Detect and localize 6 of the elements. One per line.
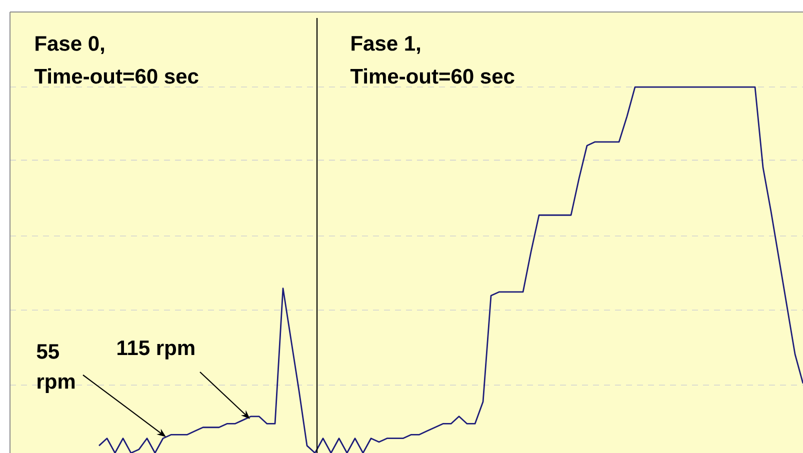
annotation: 115 rpm (118, 340, 194, 360)
text: 55 rpm (36, 344, 75, 394)
text: Time-out=60 sec (34, 68, 198, 84)
text: Time-out=60 sec (350, 68, 514, 84)
text: Fase 0, (36, 36, 104, 54)
text: Fase 1, (352, 36, 420, 54)
